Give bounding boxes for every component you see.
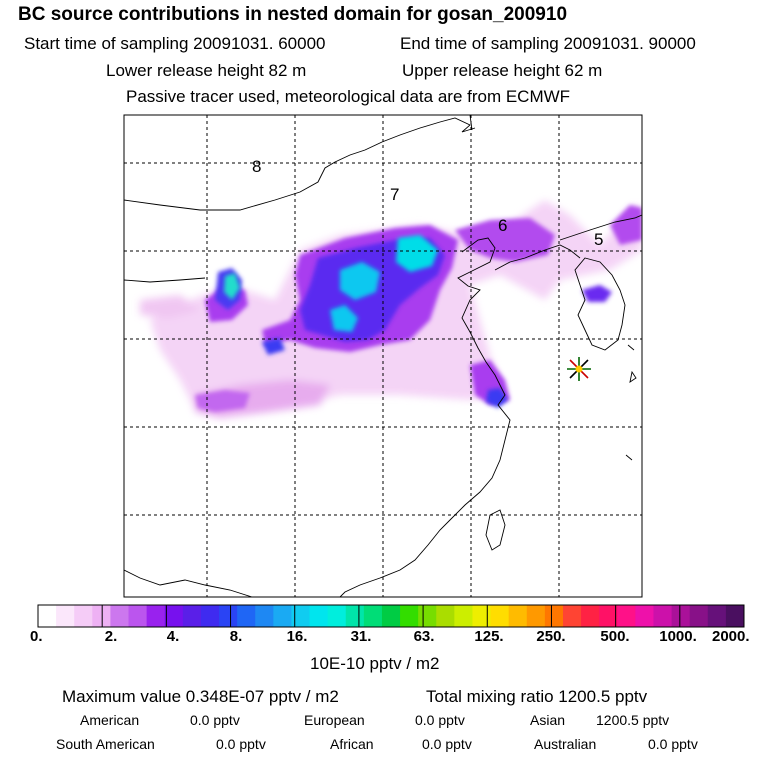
- south-american-label: South American: [56, 736, 155, 752]
- european-label: European: [304, 712, 365, 728]
- colorbar-tick-label: 250.: [536, 628, 566, 645]
- colorbar-swatch: [273, 605, 292, 627]
- lower-release-height: Lower release height 82 m: [106, 61, 307, 80]
- colorbar-swatch: [56, 605, 75, 627]
- upper-release-height: Upper release height 62 m: [402, 61, 603, 80]
- colorbar-swatch: [345, 605, 365, 627]
- african-label: African: [330, 736, 374, 752]
- colorbar-swatch: [581, 605, 600, 627]
- colorbar-swatch: [508, 605, 528, 627]
- colorbar-tick-label: 8.: [229, 628, 243, 645]
- colorbar-swatch: [707, 605, 727, 627]
- colorbar-tick-label: 31.: [350, 628, 372, 645]
- total-mixing-ratio: Total mixing ratio 1200.5 pptv: [426, 687, 648, 706]
- colorbar-swatch: [454, 605, 473, 627]
- colorbar-tick-label: 63.: [413, 628, 435, 645]
- colorbar-swatch: [725, 605, 745, 627]
- colorbar-swatch: [418, 605, 437, 627]
- colorbar-swatch: [363, 605, 383, 627]
- map-frame: [123, 114, 643, 598]
- tracer-info: Passive tracer used, meteorological data…: [126, 87, 571, 106]
- colorbar-swatch: [689, 605, 709, 627]
- colorbar-swatch: [653, 605, 673, 627]
- region-label: 6: [498, 216, 507, 235]
- european-value: 0.0 pptv: [415, 712, 465, 728]
- colorbar-swatch: [526, 605, 546, 627]
- colorbar-swatch: [671, 605, 691, 627]
- colorbar-swatch: [146, 605, 166, 627]
- plot-title: BC source contributions in nested domain…: [18, 4, 568, 25]
- receptor-star-icon: [567, 357, 591, 381]
- colorbar-frame: [37, 604, 745, 628]
- colorbar-swatch: [182, 605, 202, 627]
- colorbar-tick-label: 16.: [286, 628, 308, 645]
- colorbar-tick-label: 4.: [166, 628, 180, 645]
- end-time: End time of sampling 20091031. 90000: [400, 34, 696, 53]
- colorbar: [37, 604, 745, 628]
- colorbar-tick-label: 2.: [104, 628, 118, 645]
- colorbar-tick-label: 2000.: [712, 628, 750, 645]
- colorbar-tick-label: 125.: [474, 628, 504, 645]
- australian-value: 0.0 pptv: [648, 736, 698, 752]
- australian-label: Australian: [534, 736, 597, 752]
- colorbar-swatch: [490, 605, 510, 627]
- maximum-value: Maximum value 0.348E-07 pptv / m2: [62, 687, 339, 706]
- colorbar-swatch: [164, 605, 184, 627]
- colorbar-swatch: [74, 605, 93, 627]
- colorbar-swatch: [617, 605, 636, 627]
- grid-lines: [124, 115, 642, 597]
- asian-value: 1200.5 pptv: [596, 712, 670, 728]
- region-label: 5: [594, 230, 603, 249]
- colorbar-swatch: [544, 605, 564, 627]
- colorbar-swatch: [635, 605, 654, 627]
- colorbar-swatch: [599, 605, 618, 627]
- colorbar-swatch: [219, 605, 238, 627]
- colorbar-units: 10E-10 pptv / m2: [310, 654, 440, 673]
- south-american-value: 0.0 pptv: [216, 736, 266, 752]
- coastlines: [124, 115, 642, 597]
- colorbar-swatch: [110, 605, 130, 627]
- colorbar-swatch: [128, 605, 148, 627]
- colorbar-tick-label: 500.: [600, 628, 630, 645]
- start-time: Start time of sampling 20091031. 60000: [24, 34, 326, 53]
- colorbar-swatch: [381, 605, 401, 627]
- colorbar-tick-label: 1000.: [659, 628, 697, 645]
- colorbar-swatch: [436, 605, 455, 627]
- colorbar-swatch: [255, 605, 274, 627]
- american-value: 0.0 pptv: [190, 712, 240, 728]
- colorbar-tick-label: 0.: [30, 628, 43, 645]
- region-label: 7: [390, 185, 399, 204]
- colorbar-swatch: [309, 605, 329, 627]
- colorbar-swatch: [200, 605, 220, 627]
- colorbar-swatch: [562, 605, 582, 627]
- american-label: American: [80, 712, 140, 728]
- colorbar-swatch: [291, 605, 311, 627]
- colorbar-swatch: [400, 605, 419, 627]
- concentration-plume: [140, 200, 642, 418]
- colorbar-swatch: [327, 605, 347, 627]
- asian-label: Asian: [530, 712, 566, 728]
- african-value: 0.0 pptv: [422, 736, 472, 752]
- colorbar-swatch: [472, 605, 492, 627]
- colorbar-swatch: [237, 605, 256, 627]
- colorbar-swatch: [38, 605, 57, 627]
- region-label: 8: [252, 157, 261, 176]
- colorbar-swatch: [92, 605, 111, 627]
